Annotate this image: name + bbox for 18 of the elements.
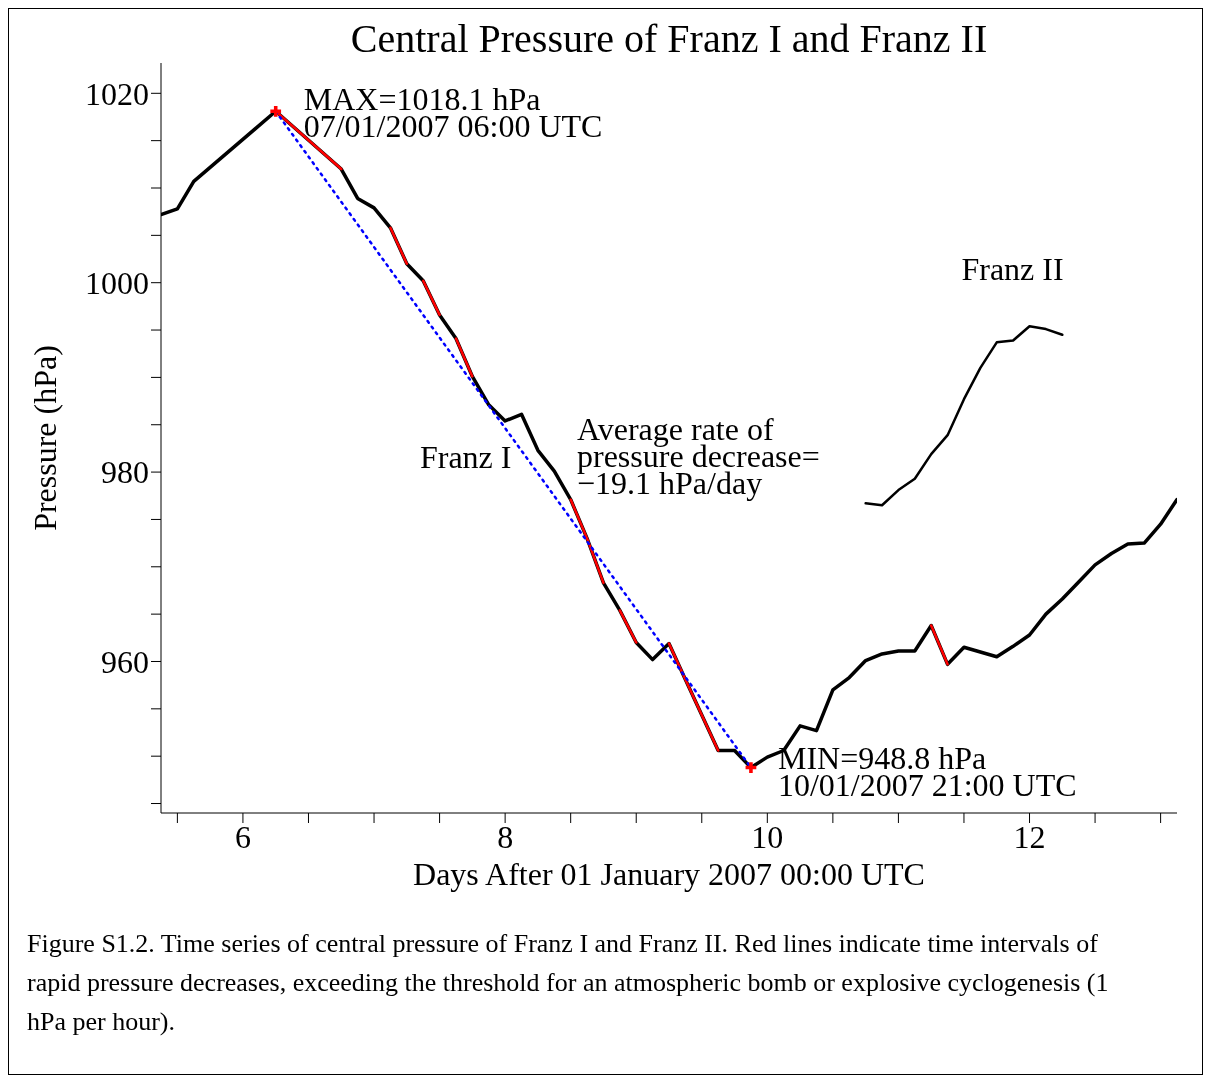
y-tick-label: 960 xyxy=(101,643,149,680)
x-tick-label: 8 xyxy=(497,818,514,855)
x-tick-label: 6 xyxy=(234,818,251,855)
annotation: MAX=1018.1 hPa 07/01/2007 06:00 UTC xyxy=(303,81,603,145)
caption: Figure S1.2. Time series of central pressure of Franz I and Franz II. Red lines indicate time intervals of rapid pressure decreases, exceeding the threshold for an atmospheric bomb or explosive cyclogenesis (1 hPa per hour). xyxy=(27,928,1110,1038)
x-tick-label: 12 xyxy=(1013,818,1046,855)
y-tick-label: 1020 xyxy=(85,75,149,112)
chart-title: Central Pressure of Franz I and Franz II xyxy=(350,16,988,61)
x-axis-title: Days After 01 January 2007 00:00 UTC xyxy=(413,856,925,892)
y-tick-label: 1000 xyxy=(85,265,149,302)
y-axis-title: Pressure (hPa) xyxy=(27,345,64,531)
x-tick-label: 10 xyxy=(751,818,784,855)
annotation: MIN=948.8 hPa 10/01/2007 21:00 UTC xyxy=(777,739,1077,803)
annotation: Average rate of pressure decrease= −19.1 hPa/day xyxy=(577,411,820,502)
series-label: Franz I xyxy=(419,438,512,475)
line-series xyxy=(864,325,1064,507)
y-tick-label: 980 xyxy=(101,454,149,491)
series-label: Franz II xyxy=(961,250,1064,287)
